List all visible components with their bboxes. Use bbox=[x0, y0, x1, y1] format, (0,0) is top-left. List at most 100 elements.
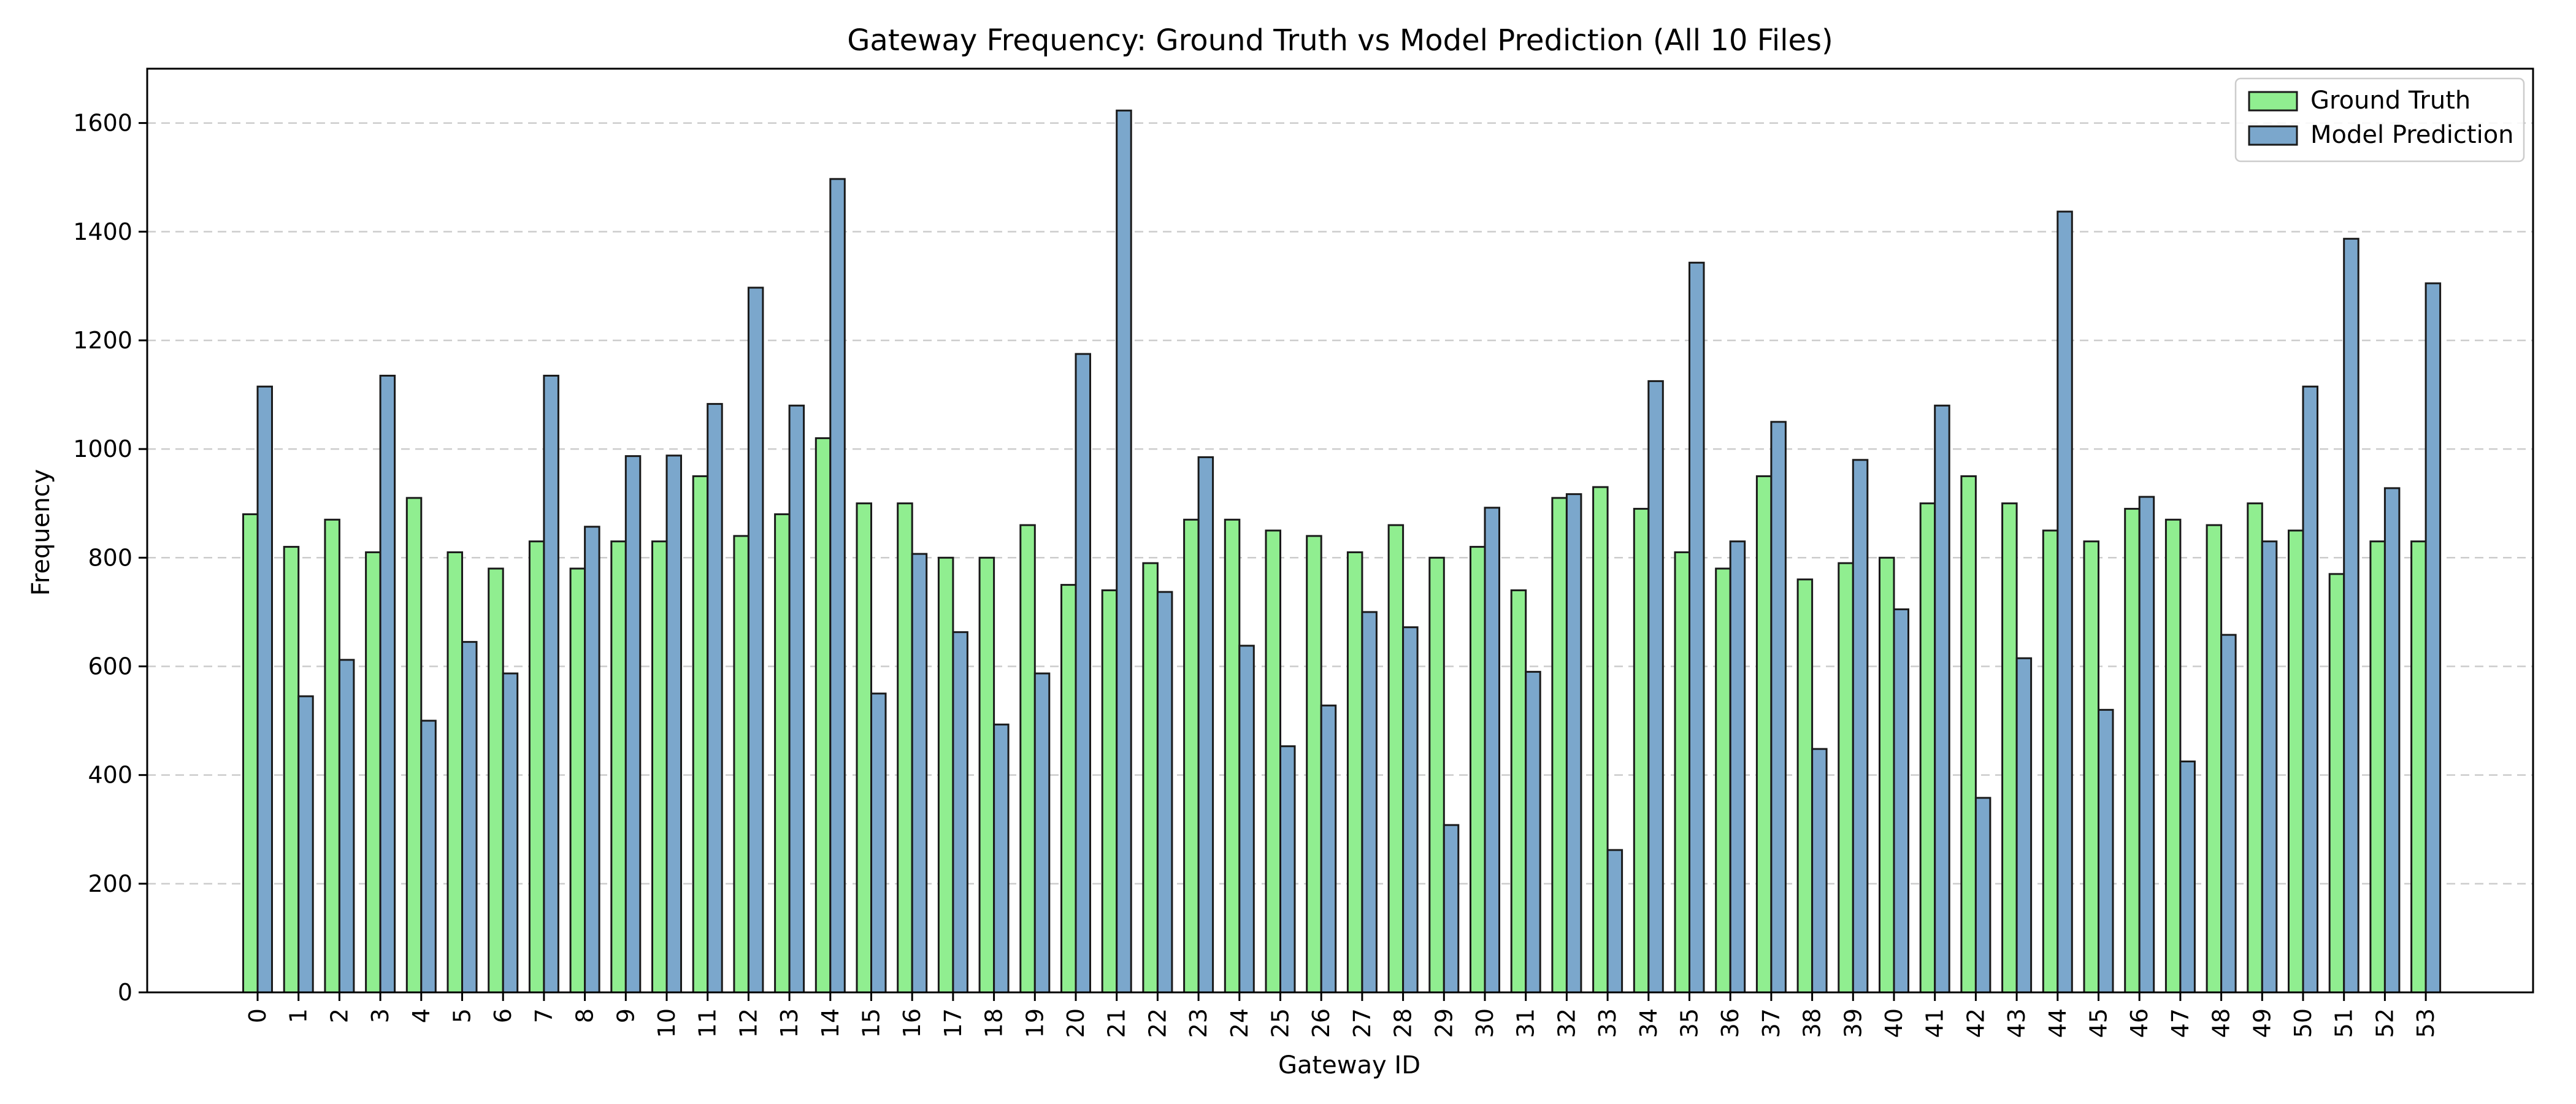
model-prediction-bar-7 bbox=[543, 375, 559, 994]
model-prediction-bar-19 bbox=[1033, 672, 1051, 994]
model-prediction-bar-52 bbox=[2383, 487, 2401, 994]
x-tick-label: 12 bbox=[735, 1008, 762, 1038]
model-prediction-bar-43 bbox=[2015, 657, 2033, 994]
ground-truth-bar-12 bbox=[733, 535, 749, 994]
ground-truth-bar-33 bbox=[1592, 486, 1609, 994]
model-prediction-bar-21 bbox=[1116, 109, 1132, 994]
model-prediction-bar-41 bbox=[1934, 404, 1950, 994]
ground-truth-bar-14 bbox=[815, 437, 832, 994]
x-tick-label: 48 bbox=[2208, 1008, 2235, 1038]
x-tick-label: 27 bbox=[1349, 1008, 1376, 1038]
ground-truth-bar-34 bbox=[1633, 508, 1650, 994]
model-prediction-bar-32 bbox=[1565, 493, 1582, 994]
model-prediction-bar-17 bbox=[952, 631, 968, 994]
x-tick-label: 25 bbox=[1267, 1008, 1294, 1038]
x-tick-label: 32 bbox=[1553, 1008, 1580, 1038]
ground-truth-bar-44 bbox=[2042, 529, 2059, 994]
x-axis-label: Gateway ID bbox=[1278, 1051, 1420, 1079]
ground-truth-bar-43 bbox=[2001, 502, 2018, 994]
model-prediction-bar-40 bbox=[1893, 608, 1909, 994]
x-tick-label: 51 bbox=[2331, 1008, 2358, 1038]
y-tick-label: 1200 bbox=[73, 327, 132, 354]
model-prediction-bar-11 bbox=[707, 403, 723, 994]
x-tick-label: 20 bbox=[1062, 1008, 1089, 1038]
y-tick-label: 1400 bbox=[73, 218, 132, 245]
ground-truth-bar-0 bbox=[242, 513, 259, 994]
y-tick-label: 400 bbox=[88, 762, 132, 789]
y-tick-label: 1000 bbox=[73, 435, 132, 462]
model-prediction-bar-39 bbox=[1852, 459, 1869, 994]
model-prediction-bar-22 bbox=[1156, 591, 1173, 994]
ground-truth-bar-5 bbox=[447, 551, 463, 994]
model-prediction-bar-2 bbox=[338, 659, 355, 994]
model-prediction-bar-49 bbox=[2261, 540, 2278, 994]
ground-truth-bar-6 bbox=[488, 567, 504, 994]
ground-truth-bar-22 bbox=[1142, 562, 1159, 994]
x-tick-label: 37 bbox=[1758, 1008, 1785, 1038]
ground-truth-bar-47 bbox=[2164, 518, 2182, 994]
x-tick-label: 26 bbox=[1308, 1008, 1335, 1038]
x-tick-label: 52 bbox=[2371, 1008, 2398, 1038]
ground-truth-bar-23 bbox=[1183, 518, 1200, 994]
model-prediction-bar-12 bbox=[747, 286, 764, 994]
ground-truth-bar-9 bbox=[610, 540, 627, 994]
model-prediction-bar-30 bbox=[1484, 507, 1500, 994]
x-tick-label: 23 bbox=[1185, 1008, 1212, 1038]
model-prediction-bar-14 bbox=[829, 178, 846, 994]
x-tick-label: 45 bbox=[2085, 1008, 2112, 1038]
x-tick-label: 50 bbox=[2290, 1008, 2317, 1038]
ground-truth-bar-37 bbox=[1755, 475, 1773, 994]
ground-truth-bar-41 bbox=[1919, 502, 1936, 994]
y-axis-label: Frequency bbox=[27, 469, 55, 596]
model-prediction-bar-31 bbox=[1525, 670, 1541, 994]
model-prediction-bar-50 bbox=[2302, 385, 2318, 994]
ground-truth-bar-42 bbox=[1960, 475, 1977, 994]
ground-truth-bar-18 bbox=[978, 556, 995, 994]
model-prediction-bar-20 bbox=[1075, 353, 1091, 994]
model-prediction-bar-6 bbox=[502, 672, 519, 994]
ground-truth-bar-24 bbox=[1224, 518, 1241, 994]
ground-truth-bar-49 bbox=[2247, 502, 2263, 994]
ground-truth-bar-20 bbox=[1060, 584, 1077, 994]
model-prediction-bar-47 bbox=[2179, 761, 2196, 994]
x-tick-label: 34 bbox=[1635, 1008, 1662, 1038]
legend-label-model-prediction: Model Prediction bbox=[2310, 121, 2514, 149]
x-tick-label: 36 bbox=[1717, 1008, 1744, 1038]
model-prediction-bar-25 bbox=[1279, 745, 1296, 994]
model-prediction-bar-10 bbox=[665, 454, 682, 994]
ground-truth-bar-25 bbox=[1265, 529, 1281, 994]
x-tick-label: 8 bbox=[572, 1008, 599, 1023]
ground-truth-bar-46 bbox=[2124, 508, 2141, 994]
x-tick-label: 49 bbox=[2248, 1008, 2275, 1038]
x-tick-label: 24 bbox=[1226, 1008, 1253, 1038]
x-tick-label: 44 bbox=[2044, 1008, 2071, 1038]
model-prediction-bar-16 bbox=[911, 553, 928, 994]
model-prediction-bar-29 bbox=[1443, 824, 1460, 994]
model-prediction-bar-1 bbox=[297, 695, 314, 994]
ground-truth-bar-17 bbox=[937, 556, 954, 994]
ground-truth-bar-26 bbox=[1306, 535, 1322, 994]
model-prediction-bar-44 bbox=[2057, 210, 2073, 994]
y-tick-label: 1600 bbox=[73, 110, 132, 137]
ground-truth-bar-36 bbox=[1715, 567, 1731, 994]
x-tick-label: 41 bbox=[1922, 1008, 1949, 1038]
ground-truth-bar-28 bbox=[1387, 524, 1405, 994]
ground-truth-bar-3 bbox=[365, 551, 381, 994]
x-tick-label: 18 bbox=[981, 1008, 1008, 1038]
x-tick-label: 1 bbox=[285, 1008, 312, 1023]
model-prediction-bar-5 bbox=[461, 641, 478, 994]
x-tick-label: 53 bbox=[2412, 1008, 2439, 1038]
x-tick-label: 3 bbox=[367, 1008, 394, 1023]
x-tick-label: 22 bbox=[1144, 1008, 1171, 1038]
model-prediction-bar-0 bbox=[256, 385, 273, 994]
x-axis: 0 1 2 3 4 5 6 7 8 9 10 11 12 13 14 15 16 17 18 19 20 21 22 23 24… bbox=[244, 992, 2439, 1038]
x-tick-label: 9 bbox=[612, 1008, 639, 1023]
legend-box bbox=[2234, 77, 2525, 163]
chart-title: Gateway Frequency: Ground Truth vs Model… bbox=[847, 23, 1833, 58]
x-tick-label: 30 bbox=[1471, 1008, 1498, 1038]
x-tick-label: 2 bbox=[326, 1008, 353, 1023]
x-tick-label: 35 bbox=[1676, 1008, 1703, 1038]
ground-truth-bar-2 bbox=[324, 518, 340, 994]
ground-truth-bar-16 bbox=[897, 502, 913, 994]
ground-truth-bar-21 bbox=[1101, 589, 1118, 994]
